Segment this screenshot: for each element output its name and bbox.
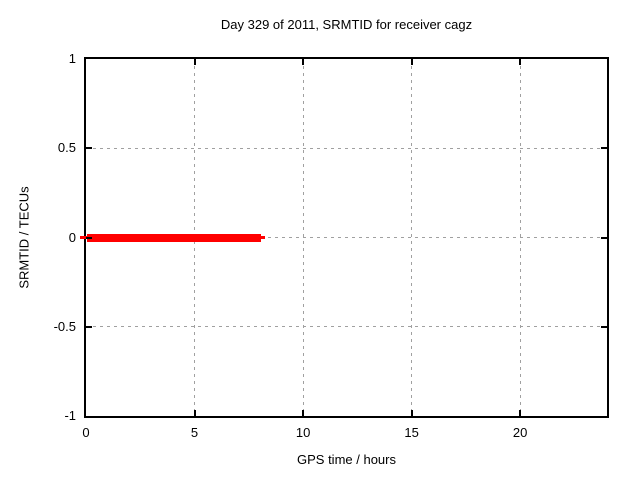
gridline-horizontal [86, 147, 607, 149]
series-line-thick [87, 233, 261, 242]
y-tick-label: -1 [64, 408, 76, 423]
x-tick-top [519, 59, 522, 65]
x-axis-label: GPS time / hours [297, 452, 396, 467]
x-tick-bottom [193, 410, 196, 416]
plot-area [79, 57, 609, 418]
x-tick-label: 10 [295, 425, 311, 440]
x-tick-top [302, 59, 305, 65]
y-tick-left [86, 325, 92, 328]
y-tick-label: 0 [68, 229, 76, 245]
chart-title: Day 329 of 2011, SRMTID for receiver cag… [220, 17, 473, 32]
y-tick-right [601, 147, 607, 150]
x-tick-bottom [519, 410, 522, 416]
x-tick-bottom [302, 410, 305, 416]
y-tick-right [601, 325, 607, 328]
x-tick-label: 0 [82, 425, 90, 440]
y-tick-label: 0.5 [57, 140, 76, 156]
x-tick-bottom [410, 410, 413, 416]
y-tick-left [86, 236, 92, 239]
x-tick-label: 5 [190, 425, 199, 440]
x-tick-top [410, 59, 413, 65]
x-tick-label: 15 [404, 425, 419, 440]
gridline-horizontal [86, 237, 607, 238]
y-tick-label: 1 [68, 51, 76, 66]
x-tick-top [193, 59, 196, 65]
x-tick-label: 20 [512, 425, 528, 440]
y-tick-right [601, 236, 607, 239]
gridline-horizontal [86, 326, 607, 328]
y-tick-left [86, 147, 92, 150]
y-tick-label: -0.5 [53, 318, 76, 334]
